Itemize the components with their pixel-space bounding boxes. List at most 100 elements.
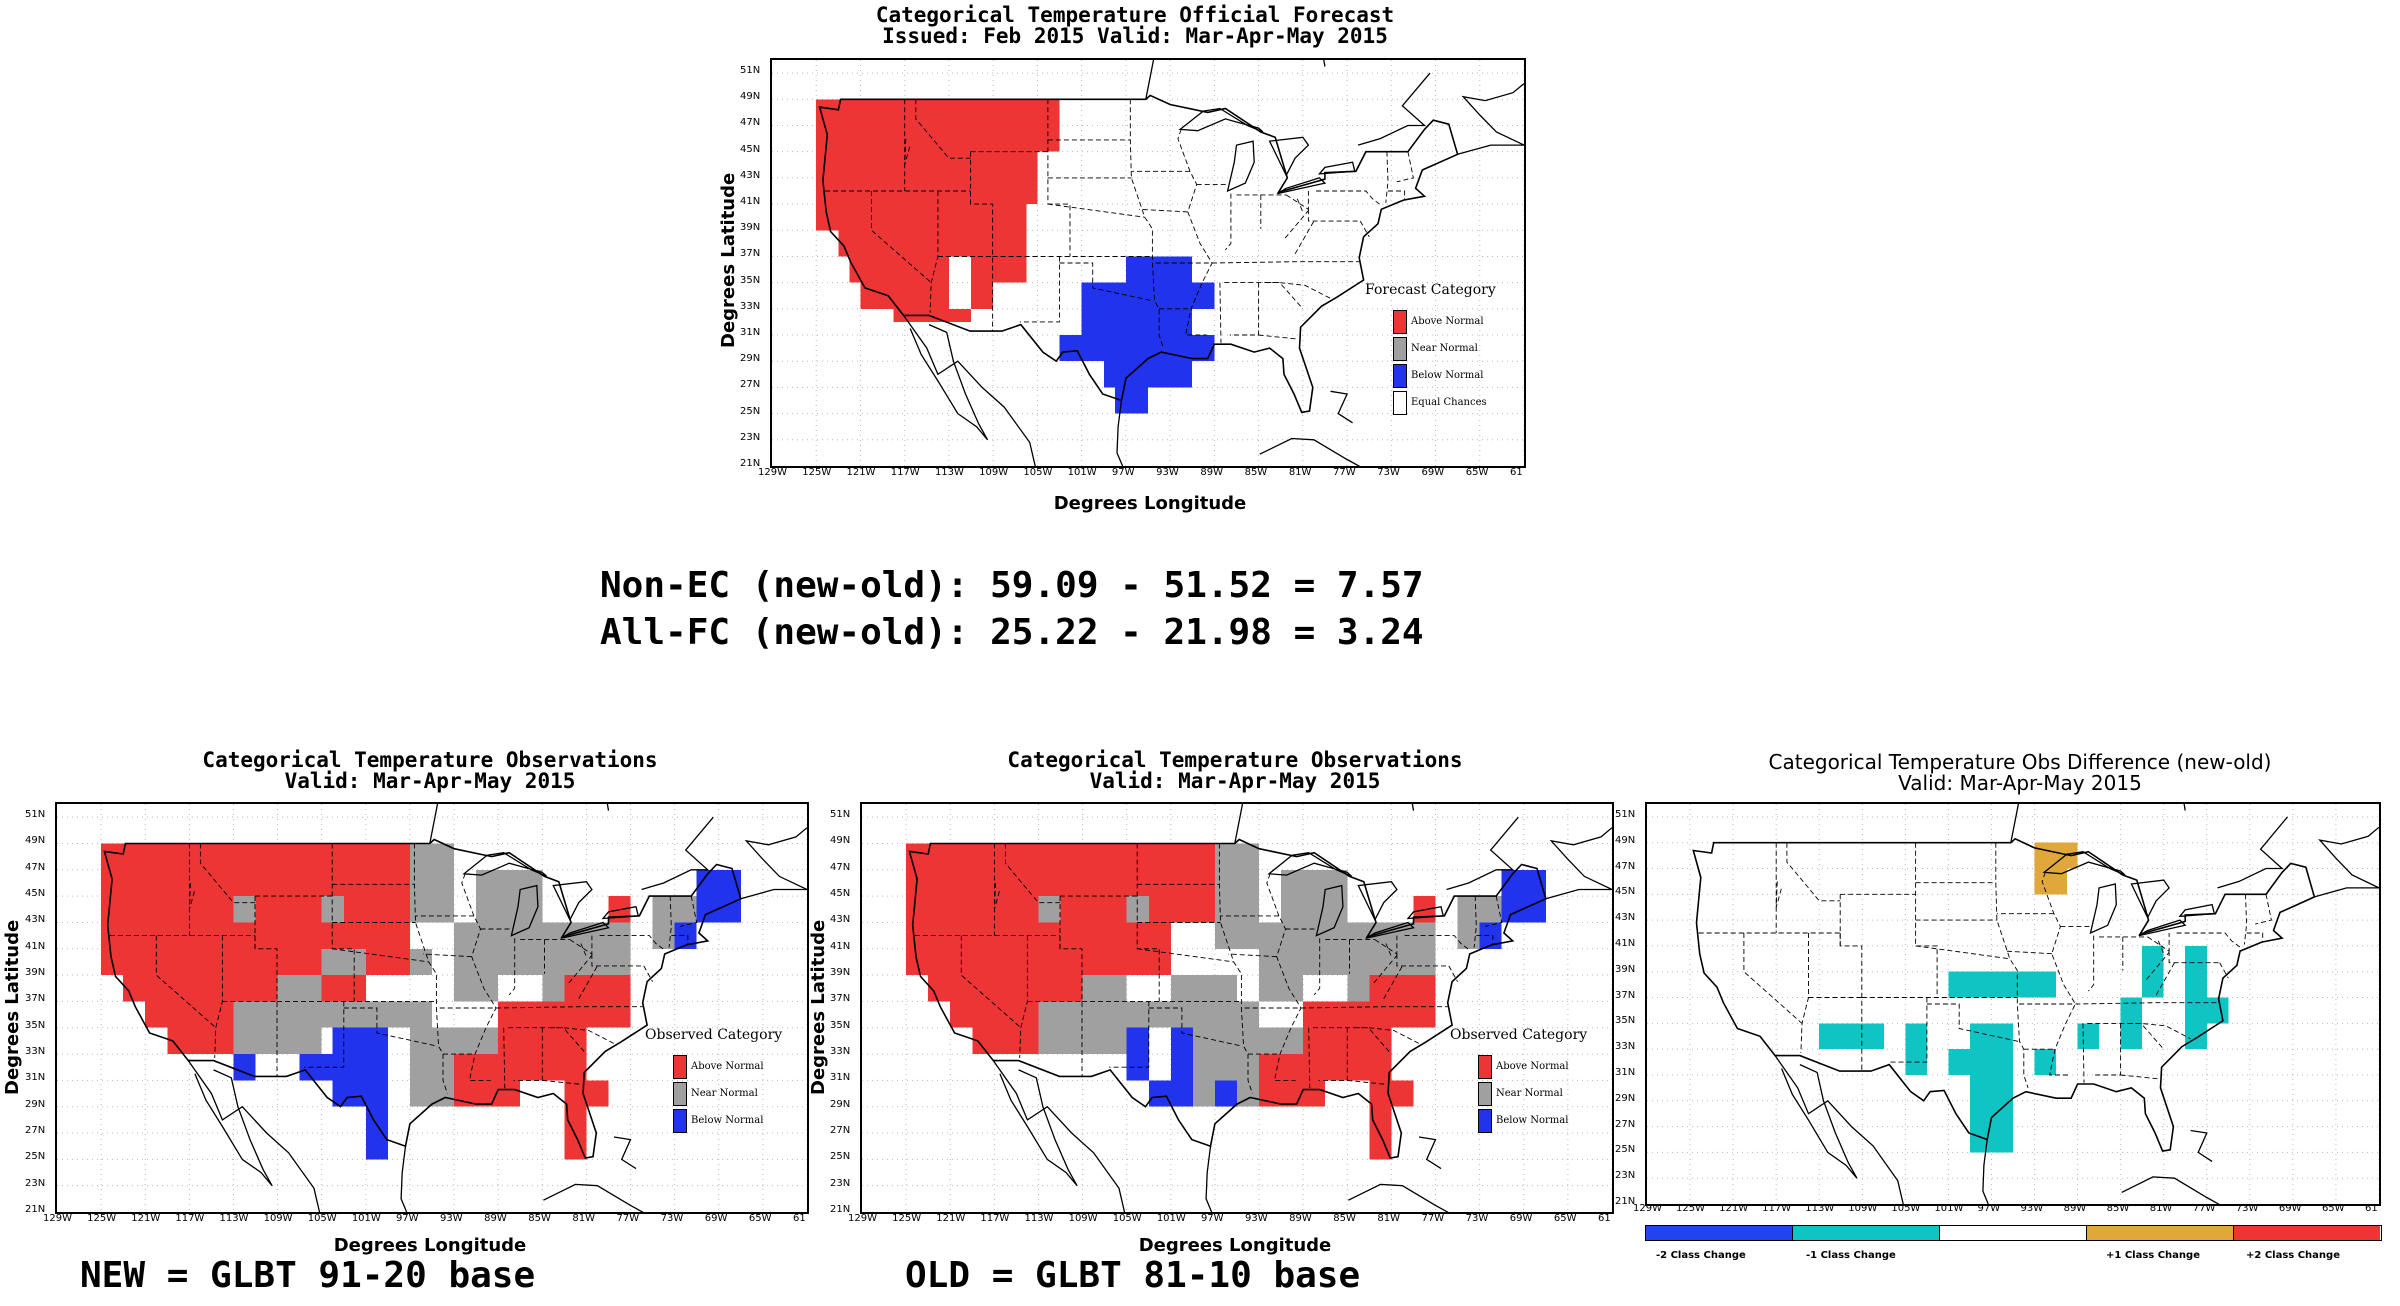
lon-tick-label: 65W [1465, 467, 1489, 478]
diff-map-canvas [1647, 804, 2379, 1204]
map-outlines [103, 804, 807, 1212]
lat-tick-label: 33N [830, 1046, 851, 1058]
lon-tick-label: 93W [1245, 1213, 1268, 1224]
lon-tick-label: 89W [2063, 1203, 2087, 1214]
lat-tick-label: 37N [25, 993, 46, 1005]
lat-tick-label: 21N [25, 1204, 46, 1215]
diff-title-line2: Valid: Mar-Apr-May 2015 [1898, 771, 2142, 795]
lat-tick-label: 31N [830, 1072, 851, 1084]
lon-tick-label: 117W [980, 1213, 1010, 1224]
lon-tick-label: 81W [572, 1213, 596, 1224]
lat-tick-label: 27N [830, 1125, 851, 1137]
legend-swatch-equal [1393, 391, 1407, 415]
lon-tick-label: 129W [758, 467, 787, 478]
legend-label-below: Below Normal [1411, 370, 1484, 381]
lat-tick-label: 49N [1615, 834, 1636, 846]
lat-tick-label: 45N [25, 888, 46, 900]
lon-tick-label: 81W [1377, 1213, 1401, 1224]
lat-tick-label: 37N [740, 248, 761, 260]
lat-tick-label: 37N [830, 993, 851, 1005]
lat-tick-label: 49N [25, 835, 46, 847]
forecast-xlabel: Degrees Longitude [1053, 493, 1247, 514]
lon-tick-label: 61 [1510, 467, 1523, 478]
legend-swatch-near [1393, 337, 1407, 361]
lon-tick-label: 105W [1891, 1203, 1921, 1214]
lon-tick-label: 101W [1067, 467, 1097, 478]
lat-tick-label: 47N [740, 117, 761, 129]
legend-swatch-above [1478, 1055, 1492, 1079]
diff-colorbar: -2 Class Change -1 Class Change +1 Class… [1645, 1225, 2382, 1261]
lon-tick-label: 101W [1156, 1213, 1186, 1224]
lat-tick-label: 29N [25, 1098, 46, 1110]
lat-tick-label: 35N [1615, 1015, 1636, 1027]
lon-tick-label: 81W [2149, 1203, 2173, 1214]
lon-tick-label: 85W [2106, 1203, 2130, 1214]
lon-tick-label: 121W [936, 1213, 966, 1224]
colorbar-plus2 [2234, 1226, 2380, 1240]
lat-tick-label: 47N [25, 861, 46, 873]
legend-label-near: Near Normal [691, 1088, 758, 1099]
colorbar-label-plus1: +1 Class Change [2106, 1250, 2200, 1261]
legend-swatch-below [673, 1109, 687, 1133]
lon-tick-label: 61 [793, 1213, 806, 1224]
lat-tick-label: 41N [740, 196, 761, 208]
lon-tick-label: 105W [307, 1213, 337, 1224]
lon-tick-label: 73W [660, 1213, 684, 1224]
lon-tick-label: 69W [1509, 1213, 1533, 1224]
obs-new-legend-title: Observed Category [645, 1027, 783, 1043]
lon-tick-label: 77W [1421, 1213, 1445, 1224]
lat-tick-label: 49N [740, 91, 761, 103]
lat-tick-label: 23N [1615, 1170, 1636, 1182]
lat-tick-label: 23N [740, 431, 761, 443]
obs-new-title-line1: Categorical Temperature Observations [202, 748, 658, 772]
lon-tick-label: 69W [2278, 1203, 2302, 1214]
forecast-ylabel: Degrees Latitude [718, 172, 739, 348]
lat-tick-label: 31N [25, 1072, 46, 1084]
obs-new-ylabel: Degrees Latitude [2, 919, 23, 1095]
lon-tick-label: 85W [1333, 1213, 1356, 1224]
lon-tick-label: 69W [1421, 467, 1445, 478]
lat-tick-label: 37N [1615, 989, 1636, 1001]
lon-tick-label: 125W [802, 467, 832, 478]
lon-tick-label: 61 [2365, 1203, 2378, 1214]
lon-tick-label: 77W [2192, 1203, 2216, 1214]
legend-label-near: Near Normal [1496, 1088, 1563, 1099]
obs-old-title-line2: Valid: Mar-Apr-May 2015 [1089, 769, 1381, 793]
obs-new-title-line2: Valid: Mar-Apr-May 2015 [284, 769, 576, 793]
stats-line-1: Non-EC (new-old): 59.09 - 51.52 = 7.57 [600, 565, 1424, 606]
lat-tick-label: 47N [1615, 860, 1636, 872]
legend-swatch-below [1393, 364, 1407, 388]
obs-old-title: Categorical Temperature Observations Val… [840, 750, 1630, 792]
lat-tick-label: 25N [25, 1151, 46, 1163]
lat-tick-label: 31N [740, 327, 761, 339]
legend-label-near: Near Normal [1411, 343, 1478, 354]
lat-tick-label: 39N [740, 222, 761, 234]
lon-tick-label: 121W [131, 1213, 161, 1224]
lat-tick-label: 29N [740, 353, 761, 365]
lat-tick-label: 21N [830, 1204, 851, 1215]
lon-tick-label: 109W [1068, 1213, 1098, 1224]
legend-label-equal: Equal Chances [1411, 397, 1487, 408]
obs-new-title: Categorical Temperature Observations Val… [35, 750, 825, 792]
lat-tick-label: 51N [1615, 808, 1636, 820]
lon-tick-label: 85W [528, 1213, 551, 1224]
lon-tick-label: 129W [43, 1213, 72, 1224]
lat-tick-label: 43N [830, 914, 851, 926]
lon-tick-label: 101W [351, 1213, 381, 1224]
lat-tick-label: 35N [740, 274, 761, 286]
legend-swatch-near [1478, 1082, 1492, 1106]
lat-tick-label: 29N [1615, 1092, 1636, 1104]
lon-tick-label: 89W [484, 1213, 507, 1224]
lon-tick-label: 81W [1288, 467, 1312, 478]
lat-tick-label: 45N [740, 143, 761, 155]
colorbar-minus1 [1793, 1226, 1940, 1240]
lat-tick-label: 41N [25, 940, 46, 952]
lon-tick-label: 97W [1200, 1213, 1224, 1224]
stats-line-2: All-FC (new-old): 25.22 - 21.98 = 3.24 [600, 612, 1424, 653]
lon-tick-label: 129W [848, 1213, 877, 1224]
lon-tick-label: 117W [1762, 1203, 1792, 1214]
legend-label-above: Above Normal [1496, 1061, 1569, 1072]
legend-swatch-below [1478, 1109, 1492, 1133]
lat-tick-label: 39N [25, 967, 46, 979]
obs-old-title-line1: Categorical Temperature Observations [1007, 748, 1463, 772]
